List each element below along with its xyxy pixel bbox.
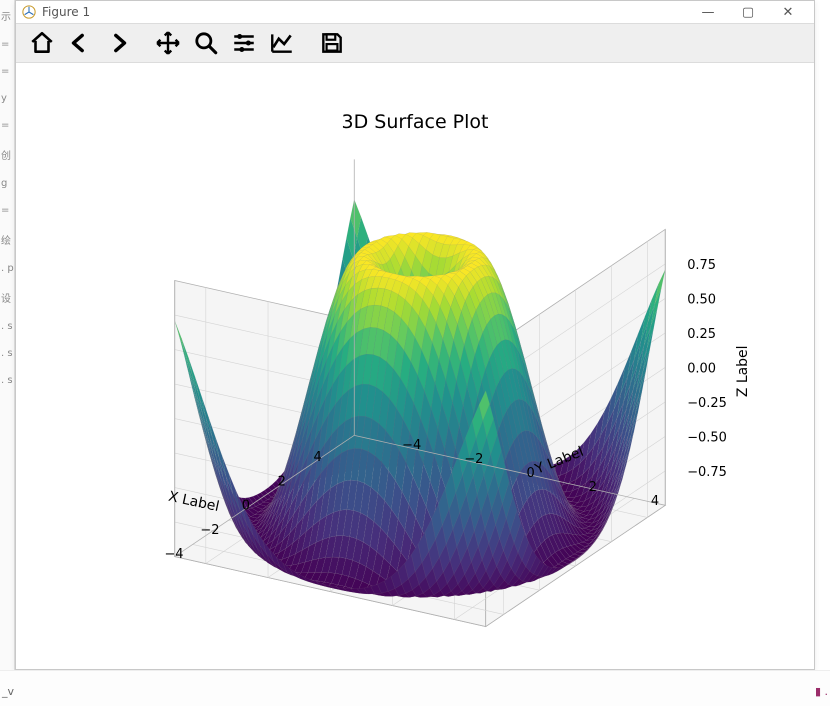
configure-subplots-button[interactable]: [226, 26, 262, 60]
window-title: Figure 1: [42, 5, 688, 19]
svg-text:4: 4: [651, 494, 659, 509]
save-button[interactable]: [314, 26, 350, 60]
maximize-button[interactable]: ▢: [728, 2, 768, 22]
home-icon: [29, 30, 55, 56]
svg-text:0.25: 0.25: [687, 327, 716, 342]
configure-subplots-icon: [231, 30, 257, 56]
navigation-toolbar: [16, 23, 814, 63]
svg-text:0.75: 0.75: [687, 258, 716, 273]
svg-text:0.00: 0.00: [687, 361, 716, 376]
matplotlib-app-icon: [22, 5, 36, 19]
home-button[interactable]: [24, 26, 60, 60]
svg-text:−4: −4: [402, 438, 421, 453]
svg-text:−0.25: −0.25: [687, 396, 727, 411]
back-button[interactable]: [62, 26, 98, 60]
edit-axis-button[interactable]: [264, 26, 300, 60]
plot-area[interactable]: 3D Surface Plot −4−2024−4−2024−0.75−0.50…: [16, 63, 814, 669]
bottom-left-hint: _v: [2, 685, 14, 698]
svg-text:0.50: 0.50: [687, 292, 716, 307]
svg-text:2: 2: [278, 474, 286, 489]
svg-text:−2: −2: [200, 523, 219, 538]
back-icon: [67, 30, 93, 56]
close-button[interactable]: ✕: [768, 2, 808, 22]
svg-text:−2: −2: [464, 452, 483, 467]
svg-text:−0.50: −0.50: [687, 430, 727, 445]
svg-text:−4: −4: [164, 547, 183, 562]
forward-icon: [105, 30, 131, 56]
forward-button[interactable]: [100, 26, 136, 60]
zoom-button[interactable]: [188, 26, 224, 60]
svg-text:0: 0: [242, 499, 250, 514]
minimize-button[interactable]: —: [688, 2, 728, 22]
svg-text:0: 0: [527, 466, 535, 481]
surface-3d: −4 −2 0 2 4 −4 −2 0 2 4 −0.75 −0.50 −0.25 0.00 0.25 0.5…: [16, 63, 814, 669]
axis-edit-icon: [269, 30, 295, 56]
pan-button[interactable]: [150, 26, 186, 60]
svg-text:2: 2: [589, 480, 597, 495]
svg-text:4: 4: [314, 450, 322, 465]
zoom-icon: [193, 30, 219, 56]
titlebar: Figure 1 — ▢ ✕: [16, 1, 814, 23]
save-icon: [319, 30, 345, 56]
editor-gutter: 示 = = y = 创 g = 绘 . p 设 . s . s . s: [0, 0, 15, 706]
pan-icon: [155, 30, 181, 56]
editor-bottom-strip: _v ▮ .: [0, 670, 830, 706]
svg-text:−0.75: −0.75: [687, 465, 727, 480]
bottom-right-hint: ▮ .: [815, 685, 828, 698]
figure-window: Figure 1 — ▢ ✕ 3D: [15, 0, 815, 670]
svg-text:Z Label: Z Label: [735, 345, 751, 397]
